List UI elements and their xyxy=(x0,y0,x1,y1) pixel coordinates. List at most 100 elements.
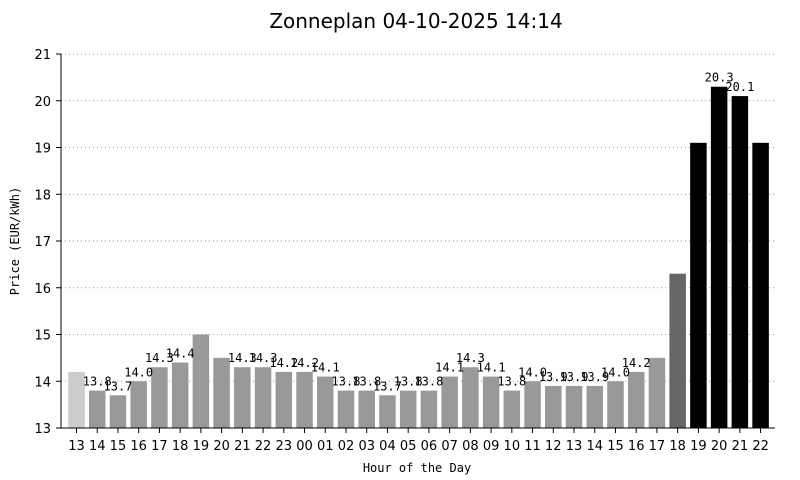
x-tick-label: 14 xyxy=(89,439,106,454)
bar-32 xyxy=(731,96,749,428)
bar-3 xyxy=(130,381,147,428)
bar-2 xyxy=(109,395,127,428)
bar-4 xyxy=(151,367,168,428)
x-tick-label: 01 xyxy=(317,439,334,454)
bar-10 xyxy=(275,371,293,428)
bars xyxy=(68,86,769,428)
bar-1 xyxy=(88,390,106,428)
data-label: 14.2 xyxy=(622,356,651,370)
y-tick-label: 13 xyxy=(34,422,51,437)
bar-15 xyxy=(379,395,396,428)
y-tick-label: 17 xyxy=(34,235,51,250)
data-label: 14.0 xyxy=(124,365,153,379)
data-label: 20.3 xyxy=(705,71,734,85)
data-label: 14.3 xyxy=(456,351,485,365)
bar-33 xyxy=(752,142,769,428)
x-tick-label: 06 xyxy=(421,439,438,454)
y-tick-label: 21 xyxy=(34,48,51,63)
data-label: 13.8 xyxy=(332,375,361,389)
bar-14 xyxy=(358,390,375,428)
bar-26 xyxy=(607,381,624,428)
data-label: 13.9 xyxy=(560,370,589,384)
x-tick-label: 16 xyxy=(628,439,645,454)
x-tick-label: 11 xyxy=(524,439,541,454)
y-tick-label: 20 xyxy=(34,95,51,110)
bar-17 xyxy=(420,390,438,428)
data-label: 14.1 xyxy=(435,361,464,375)
data-label: 14.4 xyxy=(166,347,195,361)
bar-0 xyxy=(68,371,85,428)
data-label: 14.2 xyxy=(290,356,319,370)
x-tick-label: 19 xyxy=(690,439,707,454)
x-tick-label: 00 xyxy=(296,439,313,454)
data-label: 13.9 xyxy=(539,370,568,384)
x-axis-ticks: 13 14 15 16 17 18 19 20 21 22 23 00 01 02 03 04 05 06 07 08… xyxy=(68,428,769,454)
y-tick-label: 16 xyxy=(34,282,51,297)
x-tick-label: 03 xyxy=(358,439,375,454)
x-tick-label: 22 xyxy=(255,439,272,454)
data-label: 14.0 xyxy=(601,365,630,379)
bar-8 xyxy=(234,367,251,428)
bar-13 xyxy=(337,390,355,428)
bar-5 xyxy=(171,362,189,428)
data-label: 13.8 xyxy=(394,375,423,389)
data-label: 13.8 xyxy=(497,375,526,389)
data-labels: 13.813.714.014.314.4 14.314.314.214.214.1… xyxy=(83,71,755,394)
bar-11 xyxy=(296,371,313,428)
x-tick-label: 20 xyxy=(213,439,230,454)
bar-6 xyxy=(192,334,210,428)
x-axis-label: Hour of the Day xyxy=(363,461,471,475)
data-label: 20.1 xyxy=(725,80,754,94)
x-tick-label: 15 xyxy=(110,439,127,454)
data-label: 13.8 xyxy=(414,375,443,389)
bar-28 xyxy=(648,357,666,428)
bar-21 xyxy=(503,390,521,428)
bar-12 xyxy=(317,376,334,428)
bar-24 xyxy=(565,385,583,428)
data-label: 14.3 xyxy=(145,351,174,365)
data-label: 13.9 xyxy=(580,370,609,384)
x-tick-label: 13 xyxy=(68,439,85,454)
chart-title: Zonneplan 04-10-2025 14:14 xyxy=(269,9,562,33)
bar-23 xyxy=(545,385,562,428)
bar-7 xyxy=(213,357,230,428)
x-tick-label: 18 xyxy=(669,439,686,454)
bar-31 xyxy=(710,86,728,428)
grid xyxy=(61,53,775,382)
x-tick-label: 05 xyxy=(400,439,417,454)
bar-19 xyxy=(462,367,479,428)
x-tick-label: 21 xyxy=(234,439,251,454)
y-axis-ticks: 13 14 15 16 17 18 19 20 21 xyxy=(34,48,61,437)
bar-29 xyxy=(669,273,686,428)
y-tick-label: 18 xyxy=(34,188,51,203)
x-tick-label: 18 xyxy=(172,439,189,454)
bar-30 xyxy=(690,142,707,428)
data-label: 13.7 xyxy=(104,379,133,393)
bar-27 xyxy=(627,371,645,428)
x-tick-label: 22 xyxy=(752,439,769,454)
data-label: 13.8 xyxy=(83,375,112,389)
data-label: 14.2 xyxy=(269,356,298,370)
x-tick-label: 21 xyxy=(732,439,749,454)
data-label: 13.8 xyxy=(352,375,381,389)
bar-18 xyxy=(441,376,458,428)
x-tick-label: 10 xyxy=(504,439,521,454)
x-tick-label: 13 xyxy=(566,439,583,454)
bar-25 xyxy=(586,385,603,428)
x-tick-label: 15 xyxy=(607,439,624,454)
data-label: 14.1 xyxy=(311,361,340,375)
x-tick-label: 16 xyxy=(130,439,147,454)
bar-16 xyxy=(399,390,417,428)
x-tick-label: 17 xyxy=(151,439,168,454)
data-label: 14.1 xyxy=(477,361,506,375)
y-axis-label: Price (EUR/kWh) xyxy=(8,187,22,295)
data-label: 14.3 xyxy=(228,351,257,365)
data-label: 14.3 xyxy=(249,351,278,365)
x-tick-label: 02 xyxy=(338,439,355,454)
x-tick-label: 14 xyxy=(586,439,603,454)
bar-22 xyxy=(524,381,541,428)
x-tick-label: 23 xyxy=(276,439,293,454)
x-tick-label: 09 xyxy=(483,439,500,454)
y-tick-label: 19 xyxy=(34,142,51,157)
